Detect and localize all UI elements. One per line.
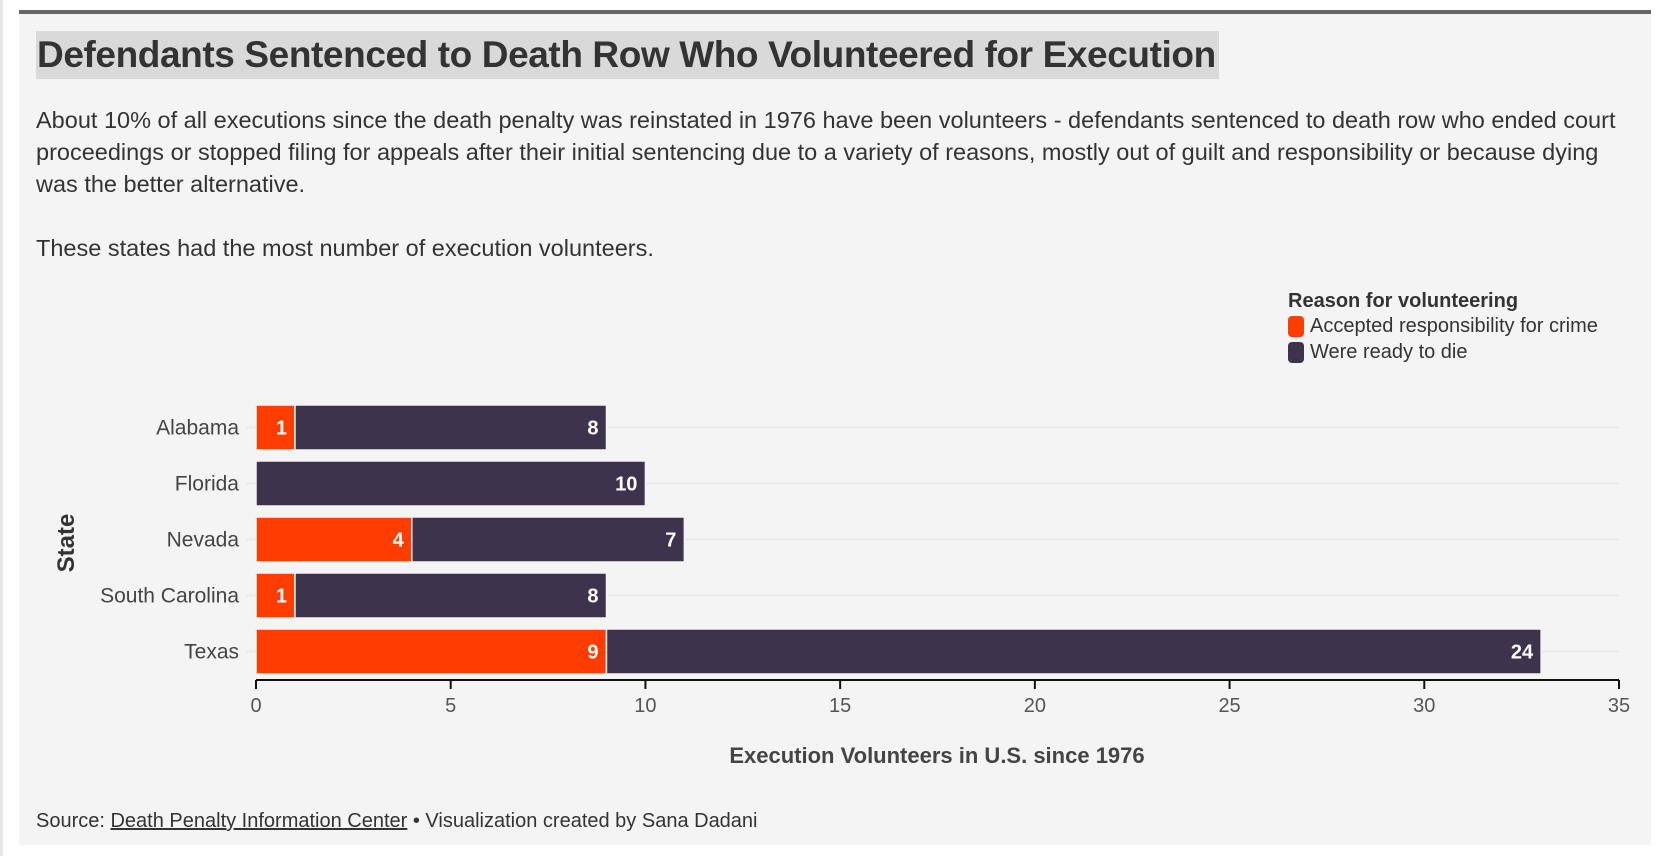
- bar-segment[interactable]: [255, 516, 413, 563]
- description-paragraph: These states had the most number of exec…: [36, 235, 654, 261]
- x-tick-label: 25: [1218, 695, 1240, 717]
- bar-segment[interactable]: [255, 404, 296, 451]
- legend: Reason for volunteering Accepted respons…: [1288, 289, 1598, 365]
- x-tick-label: 35: [1608, 695, 1630, 717]
- bar-value-label: 24: [1511, 642, 1534, 664]
- legend-title: Reason for volunteering: [1288, 290, 1519, 312]
- x-axis: 0 5 10 15 20 25 30 35: [250, 679, 1630, 717]
- bar-segment[interactable]: [294, 404, 608, 451]
- y-axis-title: State: [53, 514, 80, 573]
- bar-value-label: 4: [393, 530, 405, 552]
- y-tick-label: South Carolina: [100, 585, 239, 608]
- description-paragraph: About 10% of all executions since the de…: [36, 107, 1616, 197]
- bar-value-label: 1: [276, 586, 287, 608]
- footer: Source: Death Penalty Information Center…: [36, 808, 758, 834]
- x-tick-label: 5: [445, 695, 456, 717]
- legend-swatch-icon: [1288, 315, 1304, 337]
- bar-value-label: 8: [587, 586, 598, 608]
- source-link[interactable]: Death Penalty Information Center: [110, 810, 408, 832]
- bar-value-label: 9: [587, 642, 598, 664]
- bar-segment[interactable]: [255, 460, 647, 507]
- y-tick-label: Texas: [184, 641, 239, 664]
- bar-segment[interactable]: [605, 628, 1542, 675]
- y-tick-label: Alabama: [156, 417, 239, 440]
- bar-segment[interactable]: [255, 628, 608, 675]
- bar-segment[interactable]: [294, 572, 608, 619]
- x-tick-label: 15: [829, 695, 851, 717]
- y-tick-label: Nevada: [167, 529, 240, 552]
- x-tick-label: 10: [634, 695, 656, 717]
- bar-segment[interactable]: [411, 516, 686, 563]
- y-tick-label: Florida: [175, 473, 240, 496]
- bars: 1 8 10 4 7 1 8 9 24: [255, 404, 1542, 675]
- bar-segment[interactable]: [255, 572, 296, 619]
- legend-item[interactable]: Accepted responsibility for crime: [1288, 313, 1598, 339]
- x-tick-label: 30: [1413, 695, 1435, 717]
- source-prefix: Source:: [36, 810, 111, 832]
- x-tick-label: 20: [1024, 695, 1046, 717]
- bar-value-label: 10: [615, 474, 637, 496]
- legend-item[interactable]: Were ready to die: [1288, 339, 1598, 365]
- chart-description: About 10% of all executions since the de…: [36, 104, 1636, 264]
- legend-label: Were ready to die: [1310, 340, 1468, 363]
- page-edge: [0, 0, 3, 856]
- bar-value-label: 8: [587, 418, 598, 440]
- x-tick-label: 0: [250, 695, 261, 717]
- chart-title: Defendants Sentenced to Death Row Who Vo…: [36, 31, 1219, 79]
- legend-label: Accepted responsibility for crime: [1310, 314, 1598, 337]
- credit-text: • Visualization created by Sana Dadani: [407, 810, 758, 832]
- legend-swatch-icon: [1288, 341, 1304, 363]
- bar-value-label: 1: [276, 418, 287, 440]
- bar-value-label: 7: [665, 530, 676, 552]
- x-axis-title: Execution Volunteers in U.S. since 1976: [729, 743, 1144, 768]
- y-tick-labels: Alabama Florida Nevada South Carolina Texas: [100, 417, 239, 664]
